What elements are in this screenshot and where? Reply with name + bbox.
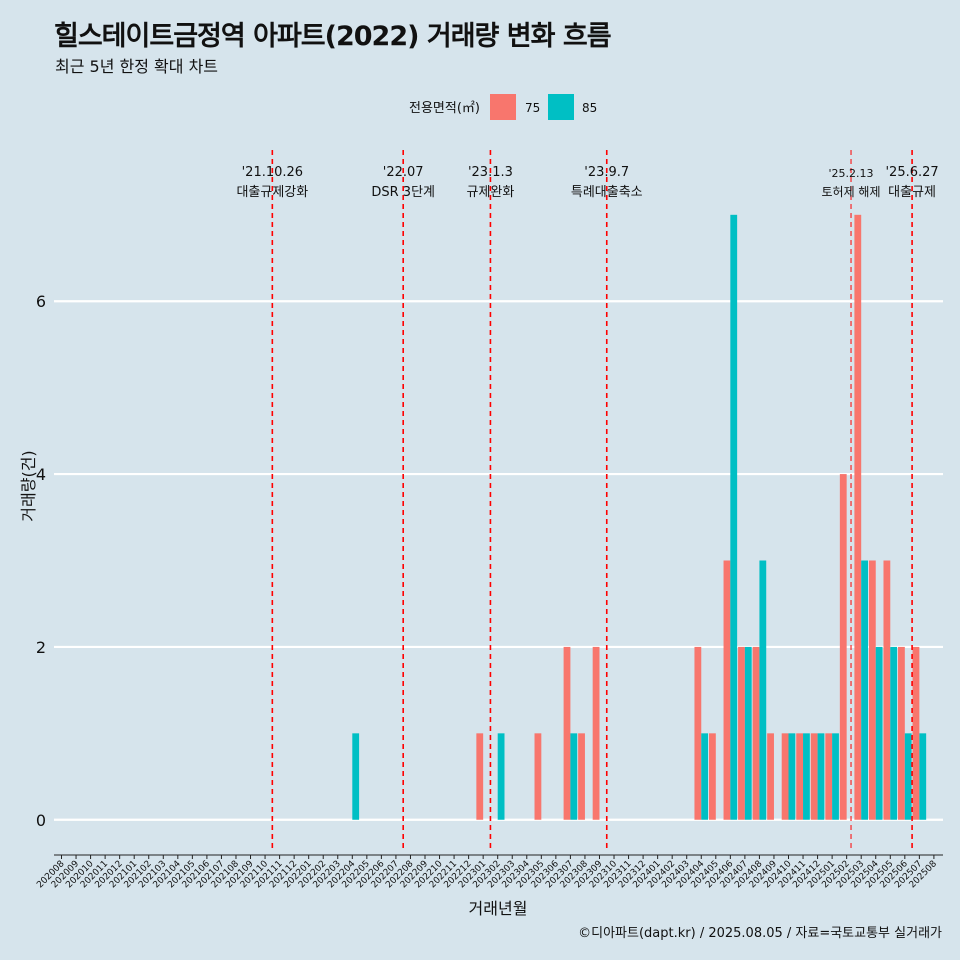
bar-75-202309	[592, 646, 600, 820]
bar-75-202411	[796, 733, 804, 820]
y-tick-label: 4	[36, 465, 46, 484]
bar-75-202506	[898, 646, 905, 820]
bar-85-202407	[744, 646, 752, 820]
bar-75-202503	[854, 214, 862, 820]
bar-85-202507	[919, 733, 927, 820]
chart-title: 힐스테이트금정역 아파트(2022) 거래량 변화 흐름	[54, 21, 612, 52]
event-label: 규제완화	[467, 185, 515, 200]
event-label: 토허제 해제	[822, 185, 881, 199]
bar-85-202505	[890, 646, 898, 820]
event-annotations: '21.10.26 대출규제강화 '22.07 DSR 3단계 '23.1.3 규제완화 '…	[236, 150, 939, 850]
bar-75-202407	[738, 646, 745, 820]
bar-85-202410	[788, 733, 796, 820]
bar-85-202307	[570, 733, 578, 820]
bar-85-202406	[730, 214, 738, 820]
bar-75-202504	[868, 560, 876, 820]
bar-75-202307	[563, 646, 571, 820]
bars	[352, 214, 927, 820]
chart-subtitle: 최근 5년 한정 확대 차트	[55, 57, 219, 76]
event-date-label: '23.1.3	[468, 165, 513, 180]
bar-75-202410	[781, 733, 789, 820]
bar-75-202404	[694, 646, 702, 820]
bar-75-202501	[825, 733, 833, 820]
x-axis-title: 거래년월	[469, 899, 528, 918]
bar-75-202406	[723, 560, 731, 820]
event-date-label: '21.10.26	[242, 165, 303, 180]
bar-85-202506	[904, 733, 912, 820]
bar-85-202302	[497, 733, 505, 820]
bar-75-202412	[810, 733, 818, 820]
event-date-label: '23.9.7	[584, 165, 629, 180]
bar-85-202408	[759, 560, 767, 820]
bar-75-202308	[578, 733, 585, 820]
legend-label-85: 85	[582, 101, 597, 115]
bar-85-202204	[352, 733, 360, 820]
event-label: 특례대출축소	[571, 185, 643, 200]
y-axis-title: 거래량(건)	[19, 450, 38, 521]
event-date-label: '25.2.13	[829, 167, 874, 180]
bar-75-202301	[476, 733, 484, 820]
y-tick-label: 0	[36, 811, 46, 830]
bar-85-202411	[803, 733, 810, 820]
event-label: 대출규제강화	[236, 185, 308, 200]
gridlines	[54, 300, 943, 821]
bar-75-202408	[752, 646, 760, 820]
legend-swatch-85	[548, 94, 574, 120]
bar-85-202503	[861, 560, 868, 820]
bar-85-202404	[701, 733, 709, 820]
bar-75-202409	[767, 733, 774, 820]
event-label: DSR 3단계	[371, 185, 435, 200]
y-axis-ticks: 0 2 4 6	[36, 292, 46, 830]
bar-75-202502	[839, 474, 847, 820]
y-tick-label: 6	[36, 292, 46, 311]
bar-85-202412	[817, 733, 825, 820]
bar-75-202405	[709, 733, 716, 820]
bar-75-202507	[912, 646, 920, 820]
bar-75-202505	[883, 560, 891, 820]
x-axis: 2020082020092020102020112020122021012021…	[35, 854, 943, 890]
bar-75-202305	[534, 733, 542, 820]
event-label: 대출규제	[888, 185, 936, 200]
legend: 전용면적(㎡) 75 85	[409, 94, 597, 120]
legend-label-75: 75	[525, 101, 540, 115]
bar-85-202501	[832, 733, 839, 820]
bar-85-202504	[875, 646, 883, 820]
y-tick-label: 2	[36, 638, 46, 657]
chart-caption: ©디아파트(dapt.kr) / 2025.08.05 / 자료=국토교통부 실…	[578, 926, 942, 941]
legend-title: 전용면적(㎡)	[409, 101, 480, 116]
event-date-label: '22.07	[383, 165, 424, 180]
legend-swatch-75	[490, 94, 516, 120]
event-date-label: '25.6.27	[885, 165, 938, 180]
